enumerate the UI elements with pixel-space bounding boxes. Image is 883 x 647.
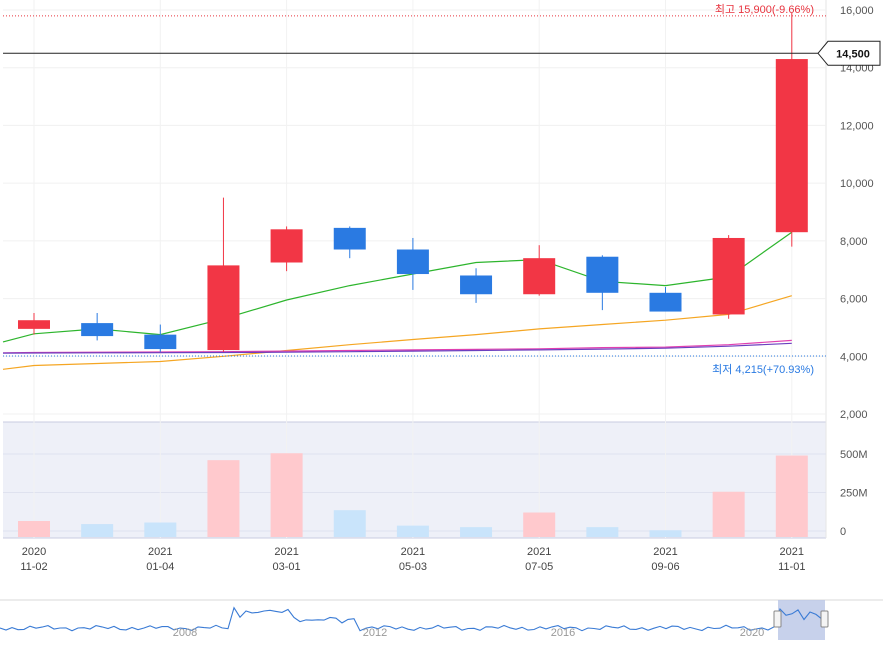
- volume-bar[interactable]: [207, 460, 240, 537]
- volume-bar[interactable]: [586, 527, 619, 537]
- candle-body[interactable]: [712, 237, 745, 315]
- price-tick-label: 10,000: [840, 178, 874, 190]
- candle-down[interactable]: [460, 268, 493, 303]
- candle-up[interactable]: [270, 226, 303, 272]
- navigator-year-label: 2008: [173, 627, 197, 639]
- candle-body[interactable]: [144, 334, 177, 350]
- moving-average-line: [2, 339, 792, 354]
- x-tick-date: 05-03: [399, 561, 427, 573]
- x-tick-date: 01-04: [146, 561, 174, 573]
- navigator-handle-left[interactable]: [773, 610, 782, 628]
- volume-tick-label: 250M: [840, 488, 868, 500]
- x-tick-year: 2021: [401, 546, 425, 558]
- x-tick-year: 2021: [653, 546, 677, 558]
- high-marker-label: 최고 15,900(-9.66%): [715, 3, 814, 16]
- x-tick-date: 09-06: [651, 561, 679, 573]
- candle-body[interactable]: [775, 59, 808, 233]
- volume-bar[interactable]: [775, 455, 808, 537]
- moving-average-line: [2, 295, 792, 370]
- moving-average-line: [2, 342, 792, 354]
- price-markers: 최고 15,900(-9.66%) 최저 4,215(+70.93%) 14,500: [3, 3, 881, 376]
- x-tick-year: 2021: [780, 546, 804, 558]
- current-price-label: 14,500: [836, 48, 870, 60]
- candle-body[interactable]: [523, 258, 556, 295]
- volume-bar[interactable]: [649, 530, 682, 537]
- x-tick-year: 2020: [22, 546, 46, 558]
- candle-body[interactable]: [81, 323, 114, 337]
- candle-up[interactable]: [523, 245, 556, 296]
- x-tick-year: 2021: [527, 546, 551, 558]
- candle-down[interactable]: [144, 324, 177, 352]
- candle-up[interactable]: [775, 12, 808, 247]
- price-tick-label: 16,000: [840, 5, 874, 17]
- grid: [3, 0, 827, 539]
- candle-body[interactable]: [396, 249, 429, 275]
- candle-down[interactable]: [333, 226, 366, 259]
- candle-body[interactable]: [207, 265, 240, 351]
- x-tick-date: 03-01: [273, 561, 301, 573]
- x-tick-year: 2021: [148, 546, 172, 558]
- volume-bar[interactable]: [396, 525, 429, 537]
- volume-bar[interactable]: [460, 527, 493, 537]
- candle-down[interactable]: [396, 237, 429, 290]
- candle-down[interactable]: [586, 255, 619, 311]
- volume-bar[interactable]: [712, 491, 745, 537]
- candle-body[interactable]: [586, 256, 619, 293]
- navigator-line: [0, 606, 823, 632]
- navigator[interactable]: 2008 2012 2016 2020: [0, 599, 883, 640]
- price-tick-label: 12,000: [840, 120, 874, 132]
- candle-down[interactable]: [81, 313, 114, 341]
- navigator-year-label: 2020: [740, 627, 764, 639]
- price-tick-label: 2,000: [840, 409, 868, 421]
- candle-up[interactable]: [207, 197, 240, 352]
- price-tick-label: 8,000: [840, 236, 868, 248]
- volume-bar[interactable]: [333, 510, 366, 537]
- volume-tick-label: 0: [840, 526, 846, 538]
- volume-bar[interactable]: [523, 512, 556, 537]
- volume-bars: [18, 453, 808, 537]
- navigator-year-label: 2012: [363, 627, 387, 639]
- x-tick-date: 11-01: [778, 561, 805, 573]
- current-price-tag: [817, 40, 881, 66]
- x-tick-date: 11-02: [20, 561, 47, 573]
- x-tick-date: 07-05: [525, 561, 553, 573]
- navigator-handle-right[interactable]: [820, 610, 829, 628]
- price-tick-label: 6,000: [840, 294, 868, 306]
- candles: [18, 12, 808, 352]
- volume-bar[interactable]: [81, 524, 114, 537]
- volume-bar[interactable]: [144, 522, 177, 537]
- candle-body[interactable]: [460, 275, 493, 295]
- low-marker-label: 최저 4,215(+70.93%): [712, 363, 814, 376]
- navigator-selection[interactable]: [778, 600, 825, 640]
- volume-panel-bg: [3, 422, 826, 538]
- volume-bar[interactable]: [18, 520, 50, 537]
- volume-bar[interactable]: [270, 453, 303, 537]
- candle-body[interactable]: [18, 320, 50, 329]
- candle-up[interactable]: [712, 235, 745, 319]
- candle-up[interactable]: [18, 313, 50, 335]
- candle-down[interactable]: [649, 287, 682, 312]
- navigator-year-label: 2016: [551, 627, 575, 639]
- candle-body[interactable]: [649, 292, 682, 312]
- axis-labels: 2,0004,0006,0008,00010,00012,00014,00016…: [20, 5, 873, 573]
- volume-tick-label: 500M: [840, 449, 868, 461]
- candle-body[interactable]: [270, 229, 303, 263]
- x-tick-year: 2021: [274, 546, 298, 558]
- price-tick-label: 4,000: [840, 351, 868, 363]
- candle-body[interactable]: [333, 227, 366, 250]
